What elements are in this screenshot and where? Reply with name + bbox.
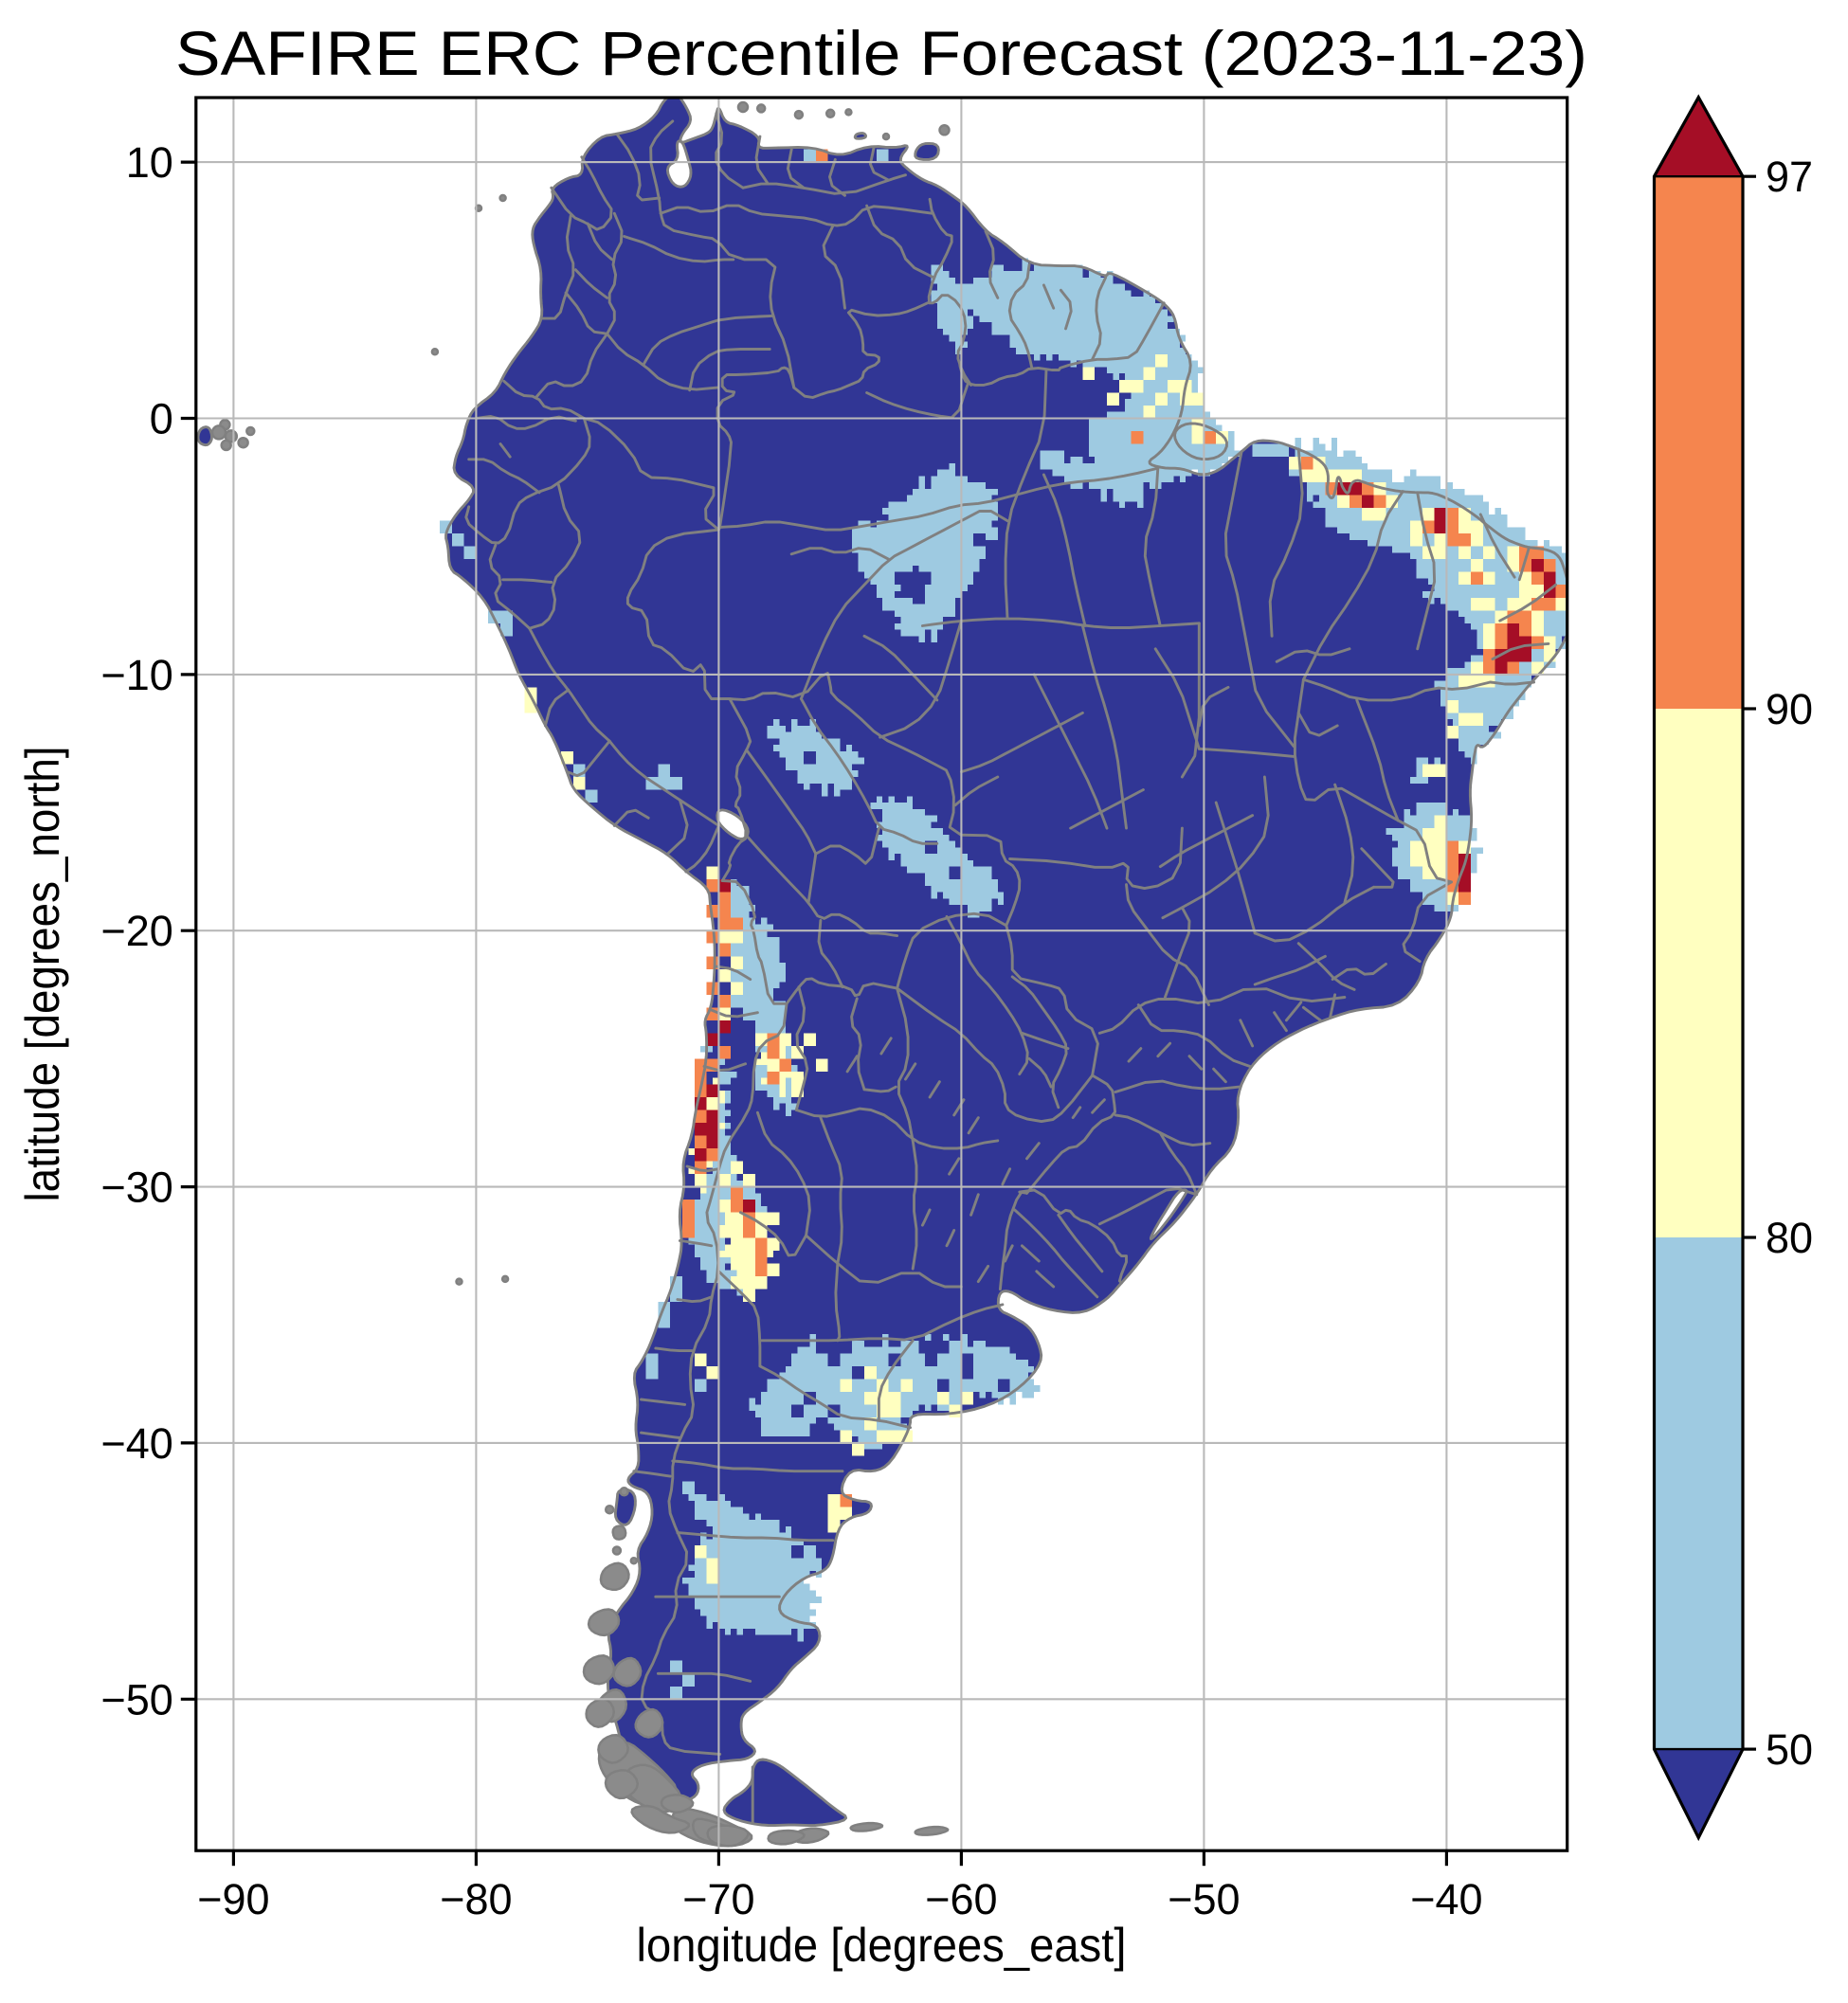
svg-text:80: 80 [1766, 1214, 1813, 1262]
svg-text:−40: −40 [1410, 1875, 1482, 1923]
svg-text:−10: −10 [100, 651, 172, 699]
svg-text:latitude [degrees_north]: latitude [degrees_north] [16, 747, 69, 1202]
svg-text:−80: −80 [440, 1875, 512, 1923]
svg-text:−60: −60 [925, 1875, 997, 1923]
svg-text:longitude [degrees_east]: longitude [degrees_east] [637, 1919, 1127, 1972]
svg-text:97: 97 [1766, 153, 1813, 201]
svg-text:50: 50 [1766, 1725, 1813, 1774]
svg-text:−50: −50 [1168, 1875, 1240, 1923]
svg-text:−90: −90 [197, 1875, 269, 1923]
svg-text:−20: −20 [100, 907, 172, 955]
svg-text:−70: −70 [682, 1875, 754, 1923]
svg-text:90: 90 [1766, 685, 1813, 733]
svg-text:−50: −50 [100, 1675, 172, 1723]
svg-text:−40: −40 [100, 1419, 172, 1468]
svg-text:SAFIRE ERC Percentile Forecast: SAFIRE ERC Percentile Forecast (2023-11-… [175, 18, 1587, 88]
svg-text:−30: −30 [100, 1164, 172, 1212]
svg-text:0: 0 [150, 395, 173, 443]
svg-text:10: 10 [126, 138, 173, 187]
